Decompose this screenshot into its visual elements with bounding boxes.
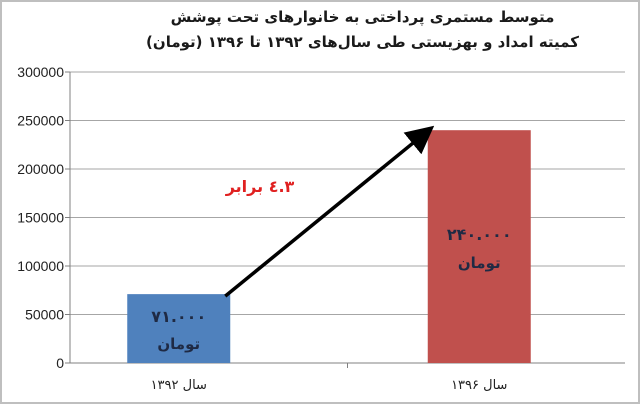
chart-title-line-1: متوسط مستمری پرداختی به خانوارهای تحت پو… bbox=[170, 8, 555, 26]
bar-data-label-value: ۷۱.۰۰۰ bbox=[151, 307, 206, 326]
y-tick-label: 150000 bbox=[17, 210, 64, 226]
y-tick-label: 200000 bbox=[17, 161, 64, 177]
chart-title-line-2: کمیته امداد و بهزیستی طی سال‌های ۱۳۹۲ تا… bbox=[146, 33, 579, 51]
bar bbox=[127, 294, 231, 363]
y-tick-label: 100000 bbox=[17, 258, 64, 274]
growth-arrow bbox=[224, 125, 435, 298]
y-tick-label: 250000 bbox=[17, 113, 64, 129]
x-tick-label: سال ۱۳۹۶ bbox=[451, 378, 507, 393]
y-tick-label: 0 bbox=[56, 355, 64, 371]
bar-data-label-value: ۲۴۰.۰۰۰ bbox=[447, 225, 512, 244]
annotation-background bbox=[225, 172, 295, 198]
growth-annotation: ۳.٤ برابر bbox=[225, 177, 295, 196]
bar-data-label-unit: تومان bbox=[157, 335, 200, 353]
bar-data-label-unit: تومان bbox=[458, 254, 501, 272]
x-tick-label: سال ۱۳۹۲ bbox=[151, 378, 207, 393]
bar bbox=[427, 130, 531, 363]
y-tick-label: 300000 bbox=[17, 64, 64, 80]
y-tick-label: 50000 bbox=[25, 307, 64, 323]
